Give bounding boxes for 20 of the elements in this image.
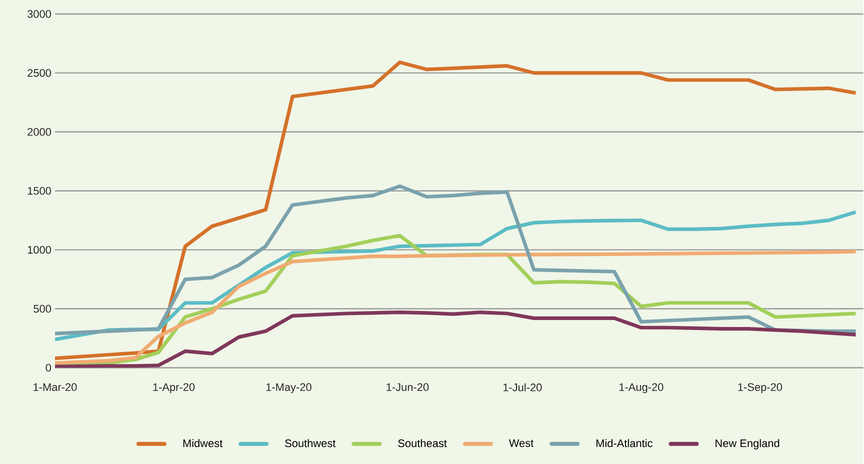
y-tick-label: 0 bbox=[46, 364, 52, 372]
x-tick-label: 1-Sep-20 bbox=[738, 383, 782, 394]
y-tick-label: 1000 bbox=[28, 246, 52, 254]
legend-label: Midwest bbox=[183, 439, 223, 448]
x-tick-label: 1-Aug-20 bbox=[619, 383, 664, 394]
x-tick-label: 1-Jul-20 bbox=[503, 383, 542, 392]
y-tick-label: 500 bbox=[34, 305, 52, 313]
x-tick-label: 1-Mar-20 bbox=[34, 383, 77, 392]
legend-label: West bbox=[508, 440, 534, 448]
legend-label: Southeast bbox=[398, 439, 447, 448]
legend-label: Mid-Atlantic bbox=[596, 439, 652, 448]
y-tick-label: 2500 bbox=[28, 69, 52, 77]
x-tick-label: 1-Apr-20 bbox=[153, 383, 195, 394]
legend-label: New England bbox=[716, 439, 780, 450]
x-tick-label: 1-May-20 bbox=[266, 383, 312, 394]
legend-label: Southwest bbox=[285, 439, 336, 448]
y-tick-label: 1500 bbox=[28, 187, 52, 195]
x-tick-label: 1-Jun-20 bbox=[386, 383, 429, 392]
y-tick-label: 2000 bbox=[28, 128, 52, 136]
y-tick-label: 3000 bbox=[28, 10, 52, 18]
